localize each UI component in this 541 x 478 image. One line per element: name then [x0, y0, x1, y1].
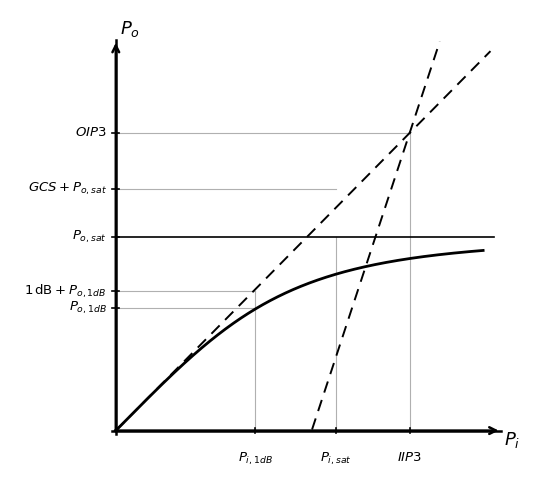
- Text: $GCS + P_{o,sat}$: $GCS + P_{o,sat}$: [28, 181, 107, 197]
- Text: $P_i$: $P_i$: [504, 430, 520, 450]
- Text: $1\,\mathrm{dB} + P_{o,1dB}$: $1\,\mathrm{dB} + P_{o,1dB}$: [24, 282, 107, 300]
- Text: $P_{i,1dB}$: $P_{i,1dB}$: [238, 451, 273, 467]
- Text: $P_{i,sat}$: $P_{i,sat}$: [320, 451, 352, 467]
- Text: $P_{o,sat}$: $P_{o,sat}$: [72, 229, 107, 245]
- Text: $OIP3$: $OIP3$: [75, 127, 107, 140]
- Text: $P_o$: $P_o$: [121, 19, 141, 39]
- Text: $P_{o,1dB}$: $P_{o,1dB}$: [69, 300, 107, 316]
- Text: $IIP3$: $IIP3$: [397, 451, 422, 464]
